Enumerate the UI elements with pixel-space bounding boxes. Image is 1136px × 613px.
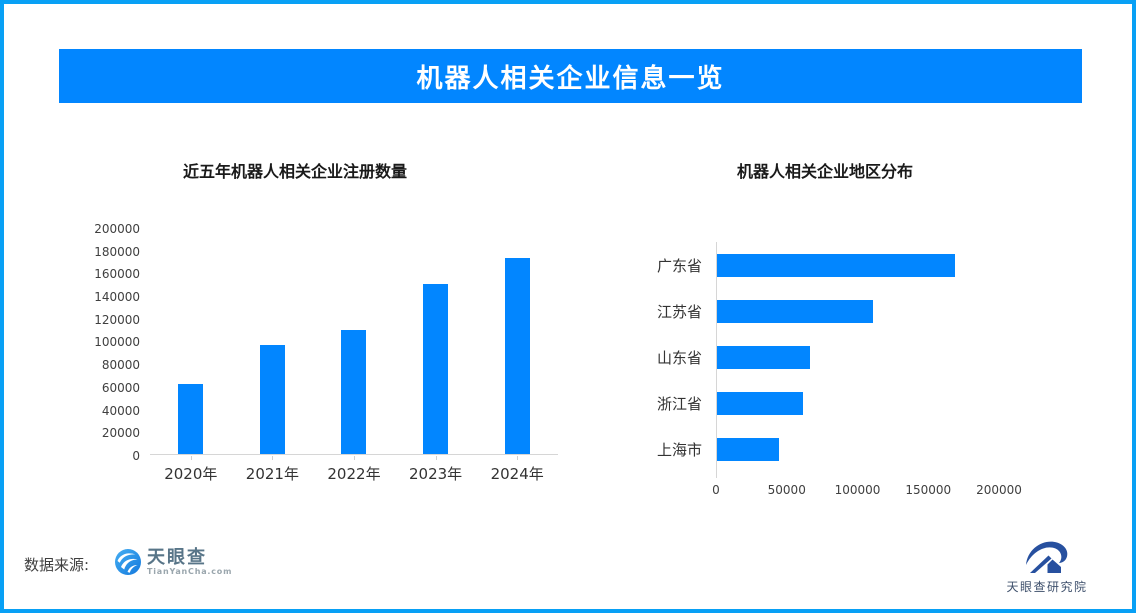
bar-2024年 xyxy=(504,258,530,454)
x-tick-label: 200000 xyxy=(976,483,1022,497)
bar-row-浙江省 xyxy=(717,380,1000,426)
region-chart-title: 机器人相关企业地区分布 xyxy=(737,162,914,181)
bar-row-江苏省 xyxy=(717,288,1000,334)
y-tick-label: 180000 xyxy=(94,244,140,259)
bar-山东省 xyxy=(717,345,811,369)
y-tick-label: 100000 xyxy=(94,335,140,350)
institute-logo-name: 天眼查研究院 xyxy=(1006,580,1088,594)
registrations-y-axis-labels: 200000 180000 160000 140000 120000 100000 8000… xyxy=(78,221,140,464)
y-tick-label: 80000 xyxy=(101,358,140,373)
tianyancha-logo-icon xyxy=(115,549,141,575)
institute-logo-icon xyxy=(1026,541,1068,573)
x-tick-label: 2024年 xyxy=(490,465,544,483)
y-tick-label: 0 xyxy=(132,448,140,463)
y-tick-label: 120000 xyxy=(94,312,140,327)
bar-row-广东省 xyxy=(717,242,1000,288)
bar-slot-2020年 xyxy=(150,229,232,460)
x-tick-label: 0 xyxy=(712,483,720,497)
tianyancha-logo-text: 天眼查 TianYanCha.com xyxy=(147,548,232,576)
x-tick-label: 2022年 xyxy=(327,465,381,483)
bar-2023年 xyxy=(423,284,449,454)
tianyancha-logo-name: 天眼查 xyxy=(147,547,207,568)
bar-广东省 xyxy=(717,253,955,277)
tianyancha-logo: 天眼查 TianYanCha.com xyxy=(114,548,232,576)
y-tick-label: 40000 xyxy=(101,403,140,418)
region-plot-area xyxy=(716,242,1017,478)
region-category-labels: 广东省江苏省山东省浙江省上海市 xyxy=(616,242,702,472)
bar-slot-2023年 xyxy=(395,229,477,460)
category-label: 浙江省 xyxy=(656,394,702,413)
y-tick-label: 160000 xyxy=(94,267,140,282)
page-title: 机器人相关企业信息一览 xyxy=(416,63,725,94)
x-tick-label: 2023年 xyxy=(408,465,463,483)
bar-江苏省 xyxy=(717,299,873,323)
bar-slot-2022年 xyxy=(313,229,395,460)
x-tick-label: 2021年 xyxy=(245,465,299,483)
tianyancha-logo-domain: TianYanCha.com xyxy=(147,567,233,576)
bar-2022年 xyxy=(341,330,367,454)
x-tick-label: 2020年 xyxy=(164,465,218,483)
page-title-banner: 机器人相关企业信息一览 xyxy=(59,49,1082,103)
category-label: 山东省 xyxy=(656,348,702,367)
bar-浙江省 xyxy=(717,391,804,415)
bar-2021年 xyxy=(259,344,285,454)
registrations-chart-title: 近五年机器人相关企业注册数量 xyxy=(183,162,408,181)
bar-2020年 xyxy=(178,384,204,454)
y-tick-label: 200000 xyxy=(94,222,140,236)
x-tick-label: 100000 xyxy=(834,483,881,497)
registrations-plot-area xyxy=(150,229,558,460)
category-label: 江苏省 xyxy=(656,302,702,321)
y-tick-label: 20000 xyxy=(101,426,140,441)
bar-row-山东省 xyxy=(717,334,1000,380)
category-label: 上海市 xyxy=(656,440,702,459)
y-tick-label: 140000 xyxy=(94,290,140,305)
bar-row-上海市 xyxy=(717,426,1000,472)
institute-logo: 天眼查研究院 xyxy=(993,537,1101,595)
registrations-x-axis-labels: 2020年 2021年 2022年 2023年 2024年 xyxy=(150,463,558,484)
bar-slot-2021年 xyxy=(232,229,314,460)
y-tick-label: 60000 xyxy=(101,380,140,395)
bar-slot-2024年 xyxy=(476,229,558,460)
region-x-axis-labels: 0 50000 100000 150000 200000 xyxy=(712,483,1022,499)
x-tick-label: 50000 xyxy=(767,483,806,497)
x-tick-label: 150000 xyxy=(905,483,952,497)
bar-上海市 xyxy=(717,437,780,461)
data-source-label: 数据来源: xyxy=(24,556,90,574)
category-label: 广东省 xyxy=(656,256,702,275)
